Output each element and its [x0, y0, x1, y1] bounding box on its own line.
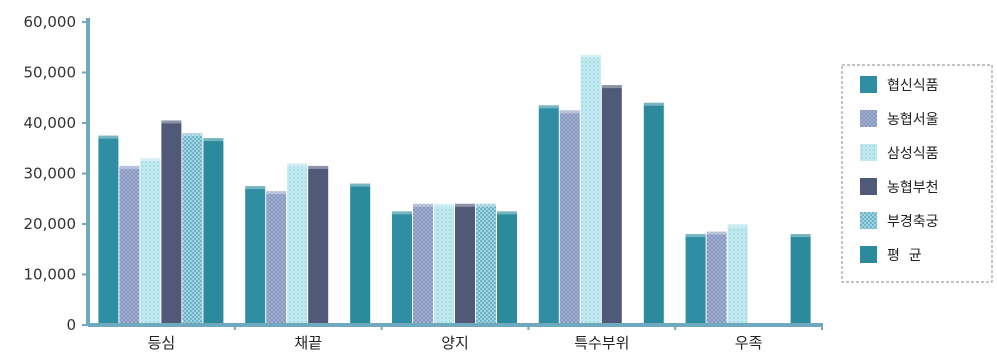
y-axis: 0 10,000 20,000 30,000 40,000 50,000 60,000 [24, 13, 90, 334]
bar [350, 183, 371, 325]
bar [245, 186, 266, 325]
bar-highlight [685, 234, 706, 238]
bar-highlight [182, 133, 203, 137]
legend-swatch [860, 212, 877, 229]
x-tick-label: 등심 [148, 334, 176, 352]
bar-highlight [601, 85, 622, 89]
legend-swatch [860, 178, 877, 195]
y-tick-label: 60,000 [24, 13, 77, 31]
y-tick-label: 20,000 [24, 215, 77, 233]
legend-swatch [860, 76, 877, 93]
bar [266, 191, 287, 325]
plot-area [98, 54, 811, 325]
bar [413, 203, 433, 325]
bar-highlight [455, 203, 475, 207]
bar [580, 54, 601, 325]
legend-frame [841, 64, 993, 283]
bar-highlight [392, 211, 412, 215]
bar-highlight [790, 234, 811, 238]
legend-label: 부경축궁 [887, 214, 939, 230]
bar-highlight [140, 158, 161, 162]
x-tick-label: 특수부위 [574, 334, 629, 352]
bar [98, 135, 119, 325]
x-tick-label: 양지 [441, 334, 469, 352]
bar-highlight [643, 102, 664, 106]
bar-highlight [98, 135, 119, 139]
x-axis: 등심 채끝 양지 특수부위 우족 [88, 323, 823, 352]
bar [182, 133, 203, 325]
bar-highlight [245, 186, 266, 190]
bar [434, 203, 454, 325]
bar-highlight [497, 211, 517, 215]
legend-swatch [860, 144, 877, 161]
bar-highlight [706, 231, 727, 235]
y-tick-label: 40,000 [24, 114, 77, 132]
bar [119, 165, 140, 325]
y-tick-label: 50,000 [24, 64, 77, 82]
bar [161, 120, 182, 325]
bar [790, 234, 811, 325]
bar [538, 105, 559, 325]
bar [497, 211, 517, 325]
y-tick-label: 0 [66, 316, 76, 334]
legend-label: 협신식품 [887, 78, 939, 94]
legend-label: 농협서울 [887, 112, 939, 128]
bar-highlight [161, 120, 182, 124]
bar [392, 211, 412, 325]
bar [685, 234, 706, 325]
bar [476, 203, 496, 325]
legend-label: 평 균 [887, 248, 922, 264]
x-tick-label: 우족 [735, 334, 763, 352]
bar-highlight [413, 203, 433, 207]
bar-highlight [727, 224, 748, 227]
bar-highlight [287, 163, 308, 167]
bar [559, 110, 580, 325]
bar-highlight [203, 138, 224, 142]
bar [643, 102, 664, 325]
bar [455, 203, 475, 325]
bar-highlight [580, 54, 601, 58]
legend-swatch [860, 246, 877, 263]
bar-highlight [559, 110, 580, 114]
bar [287, 163, 308, 325]
bar [601, 85, 622, 325]
x-tick-label: 채끝 [294, 334, 322, 352]
legend-swatch [860, 110, 877, 127]
bar-highlight [538, 105, 559, 109]
bar-highlight [434, 203, 454, 207]
bar [308, 165, 329, 325]
bar [727, 224, 748, 325]
legend-label: 농협부천 [887, 180, 939, 196]
y-tick-label: 30,000 [24, 165, 77, 183]
bar-highlight [308, 165, 329, 169]
y-tick-label: 10,000 [24, 266, 77, 284]
bar-highlight [266, 191, 287, 195]
bar-highlight [350, 183, 371, 187]
bar [140, 158, 161, 325]
bar [203, 138, 224, 325]
bar-highlight [119, 165, 140, 169]
bar-highlight [476, 203, 496, 207]
bar [706, 231, 727, 325]
legend-label: 삼성식품 [887, 146, 939, 162]
